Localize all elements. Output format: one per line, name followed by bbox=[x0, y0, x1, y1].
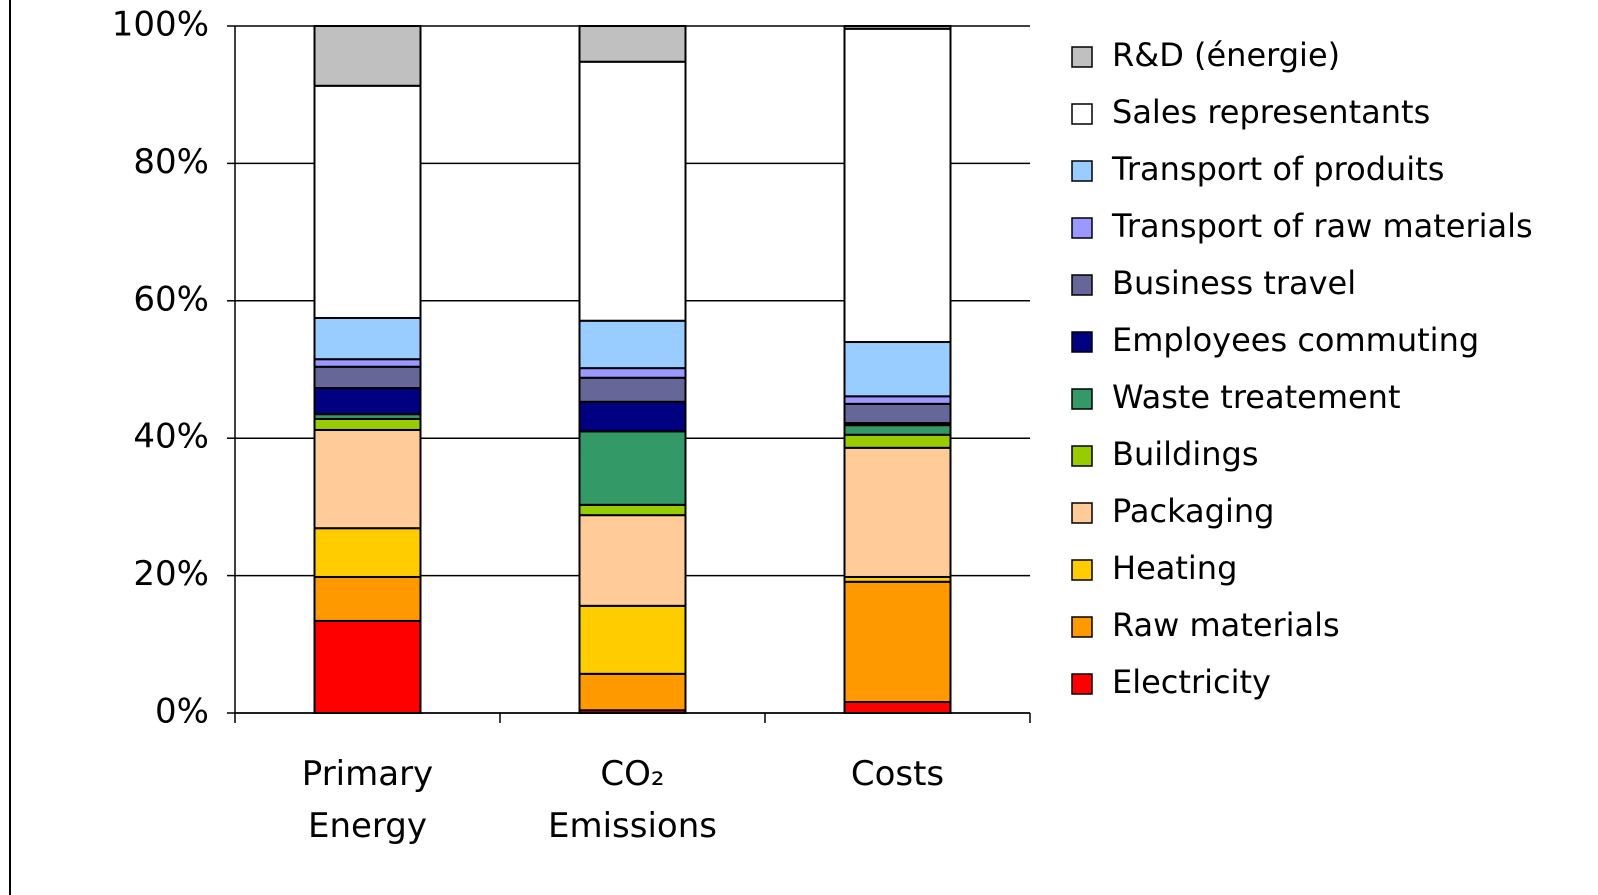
x-tick-label: CO₂ Emissions bbox=[548, 754, 717, 846]
legend-label: Buildings bbox=[1112, 435, 1258, 473]
legend-swatch bbox=[1071, 388, 1093, 410]
legend-label: Packaging bbox=[1112, 492, 1274, 530]
bar-segment bbox=[843, 701, 952, 714]
bar-segment bbox=[578, 319, 687, 370]
bar-segment bbox=[578, 503, 687, 517]
x-tick-label: Costs bbox=[851, 754, 944, 794]
bar-segment bbox=[843, 580, 952, 704]
bar-segment bbox=[313, 575, 422, 622]
legend-label: Sales representants bbox=[1112, 93, 1430, 131]
y-tick-label: 80% bbox=[133, 142, 209, 182]
y-tick-label: 100% bbox=[112, 5, 209, 45]
x-tick-label: Primary Energy bbox=[302, 754, 433, 846]
legend-swatch bbox=[1071, 673, 1093, 695]
bar-segment bbox=[313, 316, 422, 361]
bar-segment bbox=[578, 604, 687, 675]
bar-segment bbox=[578, 514, 687, 607]
bar-segment bbox=[578, 672, 687, 712]
legend-swatch bbox=[1071, 559, 1093, 581]
legend-swatch bbox=[1071, 502, 1093, 524]
bar-segment bbox=[843, 402, 952, 425]
legend-label: Transport of raw materials bbox=[1111, 207, 1533, 245]
bar-segment bbox=[313, 619, 422, 715]
bar-segment bbox=[313, 25, 422, 87]
legend-swatch bbox=[1071, 46, 1093, 68]
bar-segment bbox=[313, 527, 422, 578]
legend: Electricity Raw materials Heating Packaging… bbox=[1071, 36, 1533, 701]
bar-segment bbox=[313, 84, 422, 319]
bar-segment bbox=[578, 400, 687, 433]
y-tick-label: 0% bbox=[155, 692, 209, 732]
y-tick-label: 20% bbox=[133, 554, 209, 594]
bar-segment bbox=[843, 446, 952, 578]
bar-segment bbox=[313, 428, 422, 530]
bar-segment bbox=[578, 60, 687, 322]
bar-segment bbox=[313, 417, 422, 431]
bar-segment bbox=[843, 27, 952, 344]
bar-segment bbox=[843, 433, 952, 449]
bar-segment bbox=[843, 395, 952, 405]
legend-label: R&D (énergie) bbox=[1112, 36, 1340, 74]
legend-swatch bbox=[1071, 274, 1093, 296]
bar-segment bbox=[313, 365, 422, 390]
bar-segment bbox=[313, 358, 422, 368]
legend-swatch bbox=[1071, 103, 1093, 125]
bar-segment bbox=[578, 367, 687, 379]
bar-segment bbox=[843, 424, 952, 436]
y-tick-label: 60% bbox=[133, 279, 209, 319]
legend-label: Heating bbox=[1112, 549, 1237, 587]
bar-segment bbox=[578, 430, 687, 506]
legend-swatch bbox=[1071, 331, 1093, 353]
bar-segment bbox=[578, 25, 687, 63]
legend-swatch bbox=[1071, 616, 1093, 638]
legend-label: Raw materials bbox=[1112, 606, 1340, 644]
bar-segment bbox=[843, 341, 952, 398]
legend-label: Waste treatement bbox=[1112, 378, 1401, 416]
legend-label: Employees commuting bbox=[1112, 321, 1479, 359]
legend-label: Transport of produits bbox=[1111, 150, 1444, 188]
bars bbox=[313, 25, 952, 715]
legend-label: Electricity bbox=[1112, 663, 1271, 701]
axes: 0% 20% 40% 60% 80% 100% Primary Energy CO₂ Emissi… bbox=[112, 5, 1031, 846]
legend-label: Business travel bbox=[1112, 264, 1356, 302]
legend-swatch bbox=[1071, 160, 1093, 182]
bar-segment bbox=[843, 25, 952, 30]
legend-swatch bbox=[1071, 217, 1093, 239]
legend-swatch bbox=[1071, 445, 1093, 467]
y-tick-label: 40% bbox=[133, 417, 209, 457]
bar-segment bbox=[313, 387, 422, 416]
bar-segment bbox=[578, 376, 687, 403]
